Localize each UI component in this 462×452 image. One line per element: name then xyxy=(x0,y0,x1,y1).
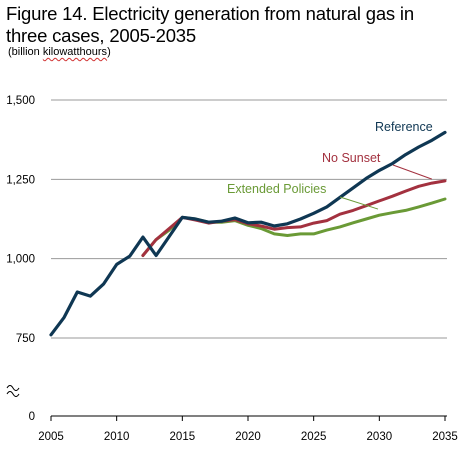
series-lines xyxy=(49,130,447,337)
x-tick-label-2015: 2015 xyxy=(170,431,196,443)
y-tick-label-1250: 1,250 xyxy=(6,174,35,186)
x-tick-label-2020: 2020 xyxy=(235,431,261,443)
subtitle-prefix: (billion xyxy=(8,46,43,58)
x-tick-label-2025: 2025 xyxy=(301,431,327,443)
y-tick-label-1000: 1,000 xyxy=(6,254,35,266)
x-tick-label-2005: 2005 xyxy=(38,431,64,443)
x-tick-label-2010: 2010 xyxy=(104,431,130,443)
no-sunset-series-label: No Sunset xyxy=(322,151,381,165)
reference-line xyxy=(49,130,447,337)
y-tick-label-1500: 1,500 xyxy=(6,95,35,107)
units-subtitle: (billion kilowatthours) xyxy=(8,46,111,59)
subtitle-suffix: ) xyxy=(107,46,111,58)
extended-policies-series-label: Extended Policies xyxy=(227,182,326,196)
no-sunset-leader-line xyxy=(392,164,433,180)
figure-title: Figure 14. Electricity generation from n… xyxy=(6,3,414,46)
subtitle-unit-word: kilowatthours xyxy=(42,46,108,58)
y-tick-label-0: 0 xyxy=(29,411,35,423)
x-tick-label-2030: 2030 xyxy=(367,431,393,443)
reference-series-label: Reference xyxy=(375,120,433,134)
gridlines xyxy=(51,99,447,339)
extended-policies-leader-line xyxy=(339,196,379,210)
series-labels: Reference No Sunset Extended Policies xyxy=(227,120,433,210)
axis-break-mark-lower xyxy=(6,391,20,397)
axes: 0 750 1,000 1,250 1,500 2005 2010 2015 2020 2025 2… xyxy=(6,95,458,443)
axis-break-mark-upper xyxy=(6,385,20,391)
x-tick-label-2035: 2035 xyxy=(432,431,458,443)
y-tick-label-750: 750 xyxy=(16,333,35,345)
